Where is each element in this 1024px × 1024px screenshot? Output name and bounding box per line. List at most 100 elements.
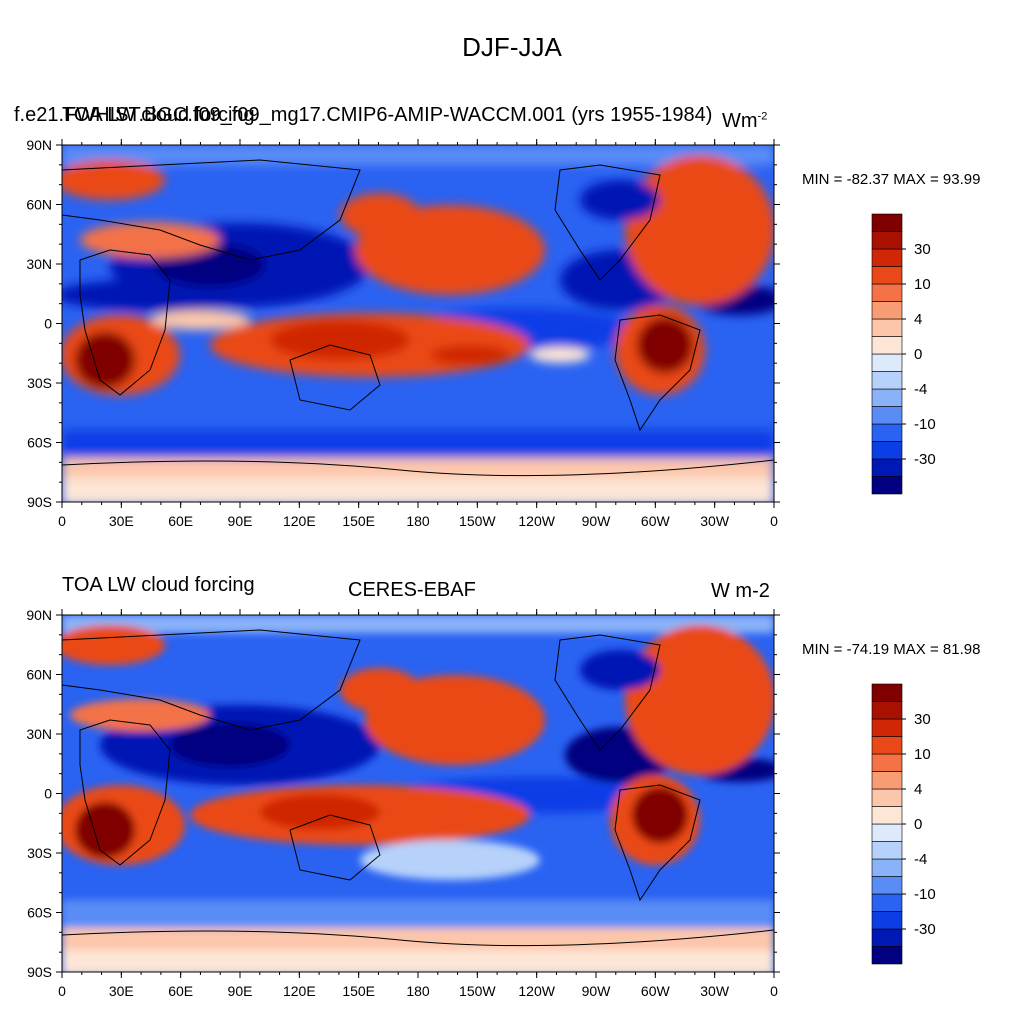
colorbar-swatch [871, 476, 903, 495]
colorbar-swatch [871, 753, 903, 772]
australia-coast [289, 344, 381, 411]
colorbar-label: 30 [914, 711, 931, 728]
colorbar-swatch [871, 406, 903, 425]
lon-tick-label: 150E [342, 513, 375, 529]
colorbar-label: 10 [914, 746, 931, 763]
lon-tick-label: 90E [228, 513, 253, 529]
lat-tick-label: 90S [27, 494, 52, 510]
panel-1-left-title: f.e21.FWHIST.BGC.f09_f09_mg17.CMIP6-AMIP… [14, 104, 713, 126]
lat-tick-label: 90S [27, 964, 52, 980]
eurasia-coast-2 [62, 629, 361, 731]
lon-tick-label: 60W [641, 983, 671, 999]
panel-2-map: 90N 60N 30N 0 30S 60S 90S 0 30E 60E 90E 120E 150E 18… [26, 607, 780, 999]
colorbar-swatch [871, 911, 903, 930]
colorbar-swatch [871, 441, 903, 460]
lat-tick-label: 90N [26, 137, 52, 153]
lon-tick-label: 60E [168, 983, 193, 999]
panel-1-colorbar: 30 10 4 0 -4 -10 -30 [871, 213, 936, 495]
colorbar-swatch [871, 231, 903, 250]
colorbar-swatch [871, 248, 903, 267]
panel-2-colorbar: 30 10 4 0 -4 -10 -30 [871, 683, 936, 965]
lon-tick-label: 150E [342, 983, 375, 999]
colorbar-swatch [871, 213, 903, 232]
panel-1-overlay-title: TOA LW cloud forcing [62, 104, 255, 126]
lon-tick-label: 0 [58, 513, 66, 529]
lon-tick-label: 60E [168, 513, 193, 529]
colorbar-label: 30 [914, 241, 931, 258]
colorbar-swatch [871, 458, 903, 477]
colorbar-swatch [871, 946, 903, 965]
colorbar-swatch [871, 353, 903, 372]
lon-tick-label: 90W [582, 513, 612, 529]
colorbar-swatch [871, 876, 903, 895]
lon-tick-label: 150W [459, 513, 496, 529]
lat-tick-label: 60N [26, 667, 52, 683]
colorbar-label: -30 [914, 451, 936, 468]
panel-2-min-max: MIN = -74.19 MAX = 81.98 [802, 641, 981, 658]
colorbar-swatch [871, 823, 903, 842]
colorbar-swatch [871, 701, 903, 720]
antarctica-coast-2 [62, 929, 774, 947]
colorbar-swatch [871, 718, 903, 737]
eurasia-coast [62, 159, 361, 261]
lon-tick-label: 0 [58, 983, 66, 999]
colorbar-label: 0 [914, 346, 922, 363]
colorbar-swatch [871, 423, 903, 442]
colorbar-label: -30 [914, 921, 936, 938]
lat-tick-label: 60S [27, 905, 52, 921]
colorbar-swatch [871, 266, 903, 285]
panel-2-units: W m-2 [711, 580, 770, 602]
colorbar-swatch [871, 806, 903, 825]
lon-tick-label: 30W [700, 513, 730, 529]
colorbar-swatch [871, 858, 903, 877]
colorbar-swatch [871, 371, 903, 390]
lat-tick-label: 30N [26, 726, 52, 742]
colorbar-label: 4 [914, 781, 922, 798]
africa-coast-2 [79, 719, 171, 866]
south-america-coast-2 [614, 784, 701, 902]
africa-coast [79, 249, 171, 396]
lon-tick-label: 90E [228, 983, 253, 999]
colorbar-label: 10 [914, 276, 931, 293]
lon-tick-label: 120E [283, 513, 316, 529]
lat-tick-label: 30S [27, 845, 52, 861]
lon-tick-label: 30E [109, 983, 134, 999]
lat-tick-label: 30S [27, 375, 52, 391]
lon-tick-label: 30E [109, 513, 134, 529]
north-america-coast-2 [554, 634, 661, 751]
colorbar-swatch [871, 841, 903, 860]
colorbar-label: 4 [914, 311, 922, 328]
north-america-coast [554, 164, 661, 281]
lon-tick-label: 0 [770, 513, 778, 529]
panel-2-center-title: CERES-EBAF [348, 579, 476, 601]
colorbar-swatch [871, 336, 903, 355]
colorbar-swatch [871, 736, 903, 755]
lon-tick-label: 180 [406, 513, 430, 529]
south-america-coast [614, 314, 701, 432]
lat-tick-label: 90N [26, 607, 52, 623]
lon-tick-label: 120E [283, 983, 316, 999]
lon-tick-label: 0 [770, 983, 778, 999]
colorbar-label: -10 [914, 886, 936, 903]
lat-tick-label: 60N [26, 197, 52, 213]
colorbar-swatch [871, 301, 903, 320]
lon-tick-label: 180 [406, 983, 430, 999]
antarctica-coast [62, 459, 774, 477]
australia-coast-2 [289, 814, 381, 881]
lat-tick-label: 0 [44, 786, 52, 802]
figure-title: DJF-JJA [462, 32, 562, 62]
colorbar-swatch [871, 771, 903, 790]
lon-tick-label: 30W [700, 983, 730, 999]
lat-tick-label: 30N [26, 256, 52, 272]
lon-tick-label: 120W [518, 513, 555, 529]
colorbar-label: 0 [914, 816, 922, 833]
colorbar-label: -4 [914, 381, 927, 398]
panel-2-left-title: TOA LW cloud forcing [62, 574, 255, 596]
panel-1-map: 90N 60N 30N 0 30S 60S 90S 0 30E 60E 90E 120E 150E 18… [26, 137, 780, 529]
colorbar-swatch [871, 283, 903, 302]
colorbar-swatch [871, 893, 903, 912]
colorbar-swatch [871, 318, 903, 337]
lon-tick-label: 60W [641, 513, 671, 529]
colorbar-swatch [871, 388, 903, 407]
colorbar-swatch [871, 928, 903, 947]
